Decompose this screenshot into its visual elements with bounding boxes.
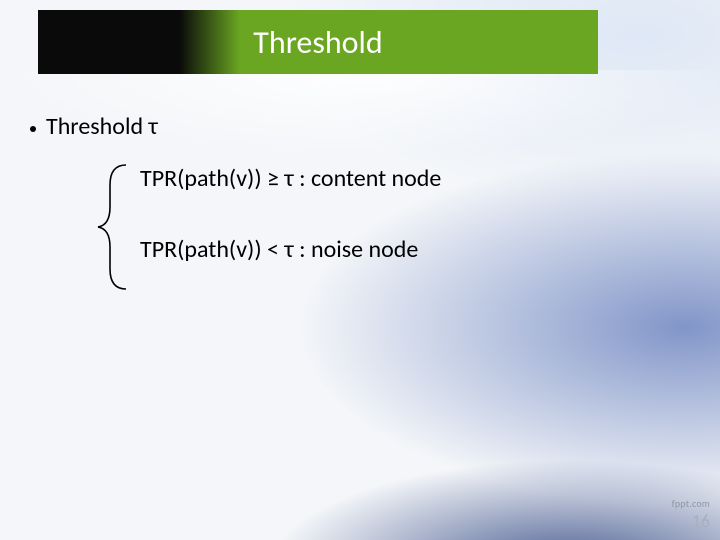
bullet-row: Threshold τ	[30, 112, 680, 141]
watermark: fppt.com	[672, 497, 710, 510]
formula-content-node: TPR(path(v)) ≥ τ : content node	[140, 165, 680, 194]
formula-noise-node: TPR(path(v)) < τ : noise node	[140, 236, 680, 265]
bullet-dot-icon	[30, 126, 36, 132]
slide-title: Threshold	[253, 23, 382, 62]
title-band-black-overlay	[38, 10, 240, 74]
bullet-text: Threshold τ	[46, 112, 158, 141]
slide-number: 16	[692, 510, 710, 532]
brace-group: TPR(path(v)) ≥ τ : content node TPR(path…	[96, 165, 680, 265]
slide: Threshold Threshold τ TPR(path(v)) ≥ τ :…	[0, 0, 720, 540]
content-area: Threshold τ TPR(path(v)) ≥ τ : content n…	[30, 112, 680, 265]
background-swoosh-bottom	[0, 280, 720, 540]
left-brace-icon	[96, 163, 130, 291]
title-band: Threshold	[38, 10, 598, 74]
